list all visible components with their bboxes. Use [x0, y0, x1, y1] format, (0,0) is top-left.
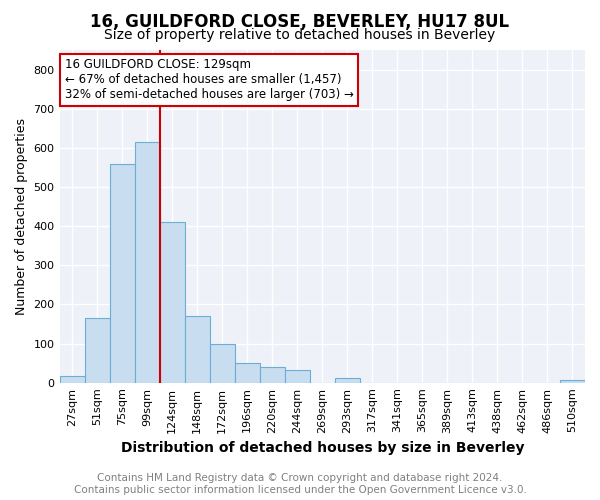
Y-axis label: Number of detached properties: Number of detached properties — [15, 118, 28, 315]
Bar — [110, 164, 134, 382]
Bar — [59, 376, 85, 382]
Bar — [285, 370, 310, 382]
Bar — [235, 363, 260, 382]
Bar — [185, 316, 209, 382]
Bar — [560, 380, 585, 382]
Bar — [260, 367, 285, 382]
Text: Size of property relative to detached houses in Beverley: Size of property relative to detached ho… — [104, 28, 496, 42]
Text: 16 GUILDFORD CLOSE: 129sqm
← 67% of detached houses are smaller (1,457)
32% of s: 16 GUILDFORD CLOSE: 129sqm ← 67% of deta… — [65, 58, 353, 102]
Bar — [335, 378, 360, 382]
Text: Contains HM Land Registry data © Crown copyright and database right 2024.
Contai: Contains HM Land Registry data © Crown c… — [74, 474, 526, 495]
Bar — [134, 142, 160, 382]
Text: 16, GUILDFORD CLOSE, BEVERLEY, HU17 8UL: 16, GUILDFORD CLOSE, BEVERLEY, HU17 8UL — [91, 12, 509, 30]
X-axis label: Distribution of detached houses by size in Beverley: Distribution of detached houses by size … — [121, 441, 524, 455]
Bar — [85, 318, 110, 382]
Bar — [160, 222, 185, 382]
Bar — [209, 344, 235, 382]
